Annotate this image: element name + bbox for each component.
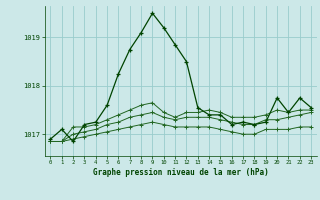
X-axis label: Graphe pression niveau de la mer (hPa): Graphe pression niveau de la mer (hPa) [93,168,269,177]
